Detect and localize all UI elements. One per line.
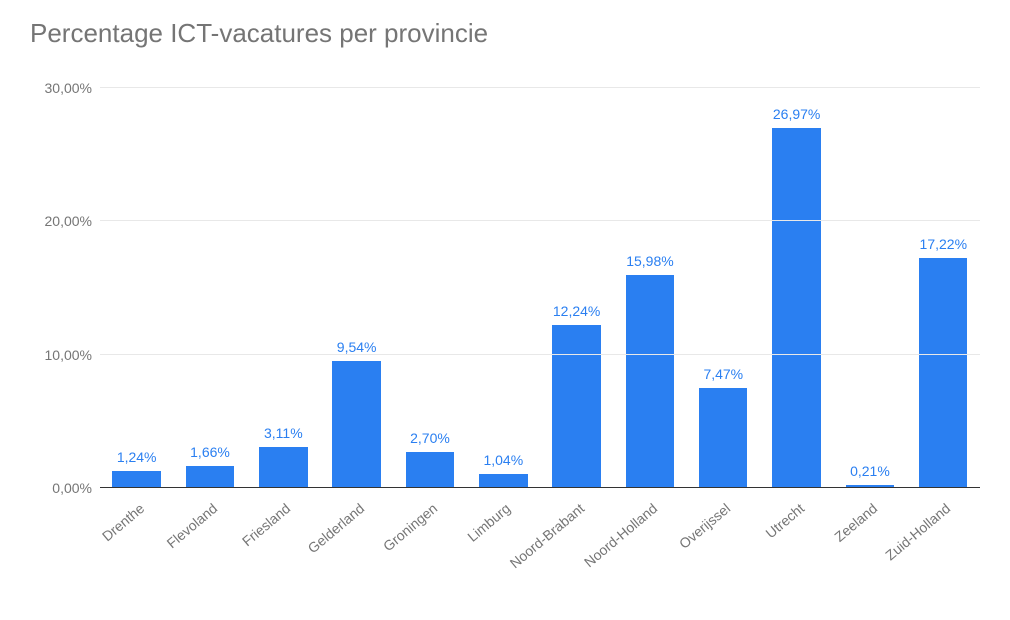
bar-slot: 0,21% bbox=[833, 88, 906, 488]
y-tick-label: 0,00% bbox=[52, 480, 92, 496]
gridline bbox=[100, 354, 980, 355]
bar-slot: 9,54% bbox=[320, 88, 393, 488]
bar-slot: 12,24% bbox=[540, 88, 613, 488]
x-tick-label: Friesland bbox=[239, 500, 293, 549]
bar-value-label: 9,54% bbox=[337, 339, 377, 355]
x-tick-label: Utrecht bbox=[762, 500, 807, 541]
bar-value-label: 15,98% bbox=[626, 253, 673, 269]
bar bbox=[919, 258, 967, 488]
x-axis-labels: DrentheFlevolandFrieslandGelderlandGroni… bbox=[100, 494, 980, 594]
bar bbox=[332, 361, 380, 488]
bar-slot: 1,04% bbox=[467, 88, 540, 488]
bar-slot: 1,66% bbox=[173, 88, 246, 488]
bar-value-label: 0,21% bbox=[850, 463, 890, 479]
chart-title: Percentage ICT-vacatures per provincie bbox=[30, 18, 488, 49]
y-tick-label: 20,00% bbox=[45, 213, 92, 229]
bar bbox=[259, 447, 307, 488]
x-label-slot: Noord-Holland bbox=[613, 494, 686, 594]
bar bbox=[479, 474, 527, 488]
x-tick-label: Limburg bbox=[465, 500, 514, 545]
y-tick-label: 30,00% bbox=[45, 80, 92, 96]
x-tick-label: Zeeland bbox=[831, 500, 880, 545]
x-label-slot: Utrecht bbox=[760, 494, 833, 594]
bar bbox=[406, 452, 454, 488]
bar-slot: 26,97% bbox=[760, 88, 833, 488]
x-label-slot: Overijssel bbox=[687, 494, 760, 594]
x-tick-label: Drenthe bbox=[98, 500, 146, 544]
bar-value-label: 1,24% bbox=[117, 449, 157, 465]
bar bbox=[626, 275, 674, 488]
bar-chart: Percentage ICT-vacatures per provincie 1… bbox=[0, 0, 1010, 620]
bars-group: 1,24% 1,66% 3,11% 9,54% 2,70% 1,04% 12,24% 15,9… bbox=[100, 88, 980, 488]
bar-slot: 1,24% bbox=[100, 88, 173, 488]
x-label-slot: Zuid-Holland bbox=[907, 494, 980, 594]
bar-value-label: 7,47% bbox=[703, 366, 743, 382]
bar bbox=[112, 471, 160, 488]
x-axis-baseline bbox=[100, 487, 980, 488]
x-label-slot: Flevoland bbox=[173, 494, 246, 594]
bar-slot: 2,70% bbox=[393, 88, 466, 488]
bar-value-label: 1,04% bbox=[483, 452, 523, 468]
plot-area: 1,24% 1,66% 3,11% 9,54% 2,70% 1,04% 12,24% 15,9… bbox=[100, 88, 980, 488]
bar bbox=[772, 128, 820, 488]
bar-value-label: 26,97% bbox=[773, 106, 820, 122]
bar-value-label: 1,66% bbox=[190, 444, 230, 460]
gridline bbox=[100, 220, 980, 221]
gridline bbox=[100, 87, 980, 88]
x-label-slot: Drenthe bbox=[100, 494, 173, 594]
bar bbox=[186, 466, 234, 488]
x-label-slot: Groningen bbox=[393, 494, 466, 594]
bar bbox=[699, 388, 747, 488]
bar bbox=[552, 325, 600, 488]
bar-slot: 3,11% bbox=[247, 88, 320, 488]
bar-slot: 7,47% bbox=[687, 88, 760, 488]
bar-value-label: 2,70% bbox=[410, 430, 450, 446]
bar-value-label: 3,11% bbox=[264, 425, 303, 441]
bar-value-label: 12,24% bbox=[553, 303, 600, 319]
bar-value-label: 17,22% bbox=[920, 236, 967, 252]
y-tick-label: 10,00% bbox=[45, 347, 92, 363]
bar-slot: 15,98% bbox=[613, 88, 686, 488]
bar-slot: 17,22% bbox=[907, 88, 980, 488]
